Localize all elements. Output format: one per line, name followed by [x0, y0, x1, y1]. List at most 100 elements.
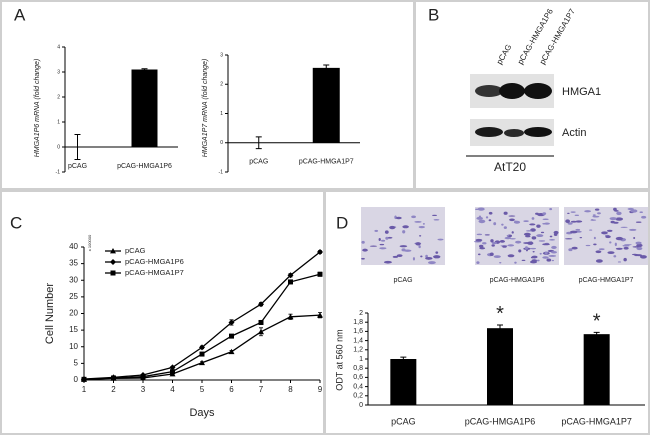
- cell-speck: [504, 236, 512, 240]
- cell-speck: [614, 210, 619, 212]
- x-axis-label: Days: [189, 407, 215, 419]
- cell-speck: [548, 255, 557, 257]
- error-bar: [593, 331, 600, 337]
- y-tick-label: 1: [359, 356, 363, 363]
- cell-speck: [585, 244, 591, 247]
- bar: [583, 334, 610, 405]
- cell-speck: [523, 232, 531, 236]
- x-tick-label: pCAG-HMGA1P7: [299, 159, 354, 166]
- x-tick-label: pCAG-HMGA1P6: [465, 416, 536, 426]
- marker: [228, 319, 235, 326]
- cell-speck: [539, 252, 542, 255]
- cell-speck: [478, 215, 482, 218]
- micrograph: [361, 207, 445, 265]
- panel-letter: B: [428, 5, 439, 24]
- marker: [287, 313, 294, 320]
- cell-speck: [476, 233, 483, 236]
- cell-speck: [584, 210, 592, 213]
- marker: [317, 312, 323, 318]
- cell-speck: [437, 238, 444, 241]
- cell-speck: [542, 243, 550, 246]
- y-tick-label: 5: [74, 358, 79, 367]
- legend-marker: [110, 270, 116, 276]
- cell-speck: [369, 245, 378, 247]
- cell-speck: [609, 217, 617, 221]
- cell-speck: [536, 234, 544, 238]
- cell-speck: [613, 255, 617, 258]
- cell-speck: [639, 255, 647, 259]
- cell-speck: [594, 208, 600, 211]
- cell-speck: [389, 225, 396, 230]
- marker: [140, 374, 146, 380]
- cell-speck: [477, 207, 485, 211]
- cell-speck: [499, 240, 506, 243]
- cell-speck: [493, 222, 497, 226]
- cell-speck: [571, 246, 578, 250]
- cell-speck: [420, 255, 423, 258]
- legend-label: pCAG: [125, 246, 146, 255]
- cell-speck: [595, 250, 602, 254]
- cell-speck: [549, 235, 553, 238]
- cell-speck: [524, 246, 528, 250]
- cell-speck: [415, 242, 421, 246]
- x-tick-label: 2: [111, 385, 116, 394]
- marker: [258, 319, 264, 325]
- y-axis-label: Cell Number: [44, 283, 56, 344]
- cell-speck: [526, 230, 532, 232]
- y-tick-label: 0,6: [353, 374, 363, 381]
- x-tick-label: 3: [141, 385, 146, 394]
- y-tick-label: 2: [57, 94, 60, 100]
- panel-a: [2, 2, 413, 188]
- cell-speck: [598, 248, 605, 251]
- cell-speck: [479, 244, 484, 248]
- y-axis-label: HMGA1P7 mRNA (fold change): [202, 59, 209, 158]
- cell-speck: [414, 220, 422, 223]
- photo-label: pCAG: [393, 277, 412, 284]
- cell-speck: [411, 215, 416, 219]
- bar: [390, 359, 417, 405]
- cell-speck: [384, 230, 389, 234]
- cell-speck: [551, 259, 555, 262]
- cell-speck: [511, 231, 514, 234]
- y-tick-label: 0: [220, 140, 223, 146]
- cell-speck: [609, 241, 612, 244]
- cell-speck: [617, 261, 622, 263]
- cell-speck: [544, 251, 548, 255]
- cell-speck: [513, 220, 521, 224]
- cell-speck: [636, 246, 643, 251]
- marker: [169, 364, 176, 371]
- cell-speck: [605, 235, 611, 239]
- cell-speck: [425, 257, 433, 260]
- x-tick-label: 6: [229, 385, 234, 394]
- band-label: Actin: [562, 127, 586, 139]
- cell-speck: [623, 257, 627, 262]
- panel-letter: A: [14, 5, 26, 24]
- y-tick-label: 25: [69, 292, 78, 301]
- cell-speck: [565, 219, 571, 223]
- marker: [258, 328, 264, 335]
- cell-speck: [635, 221, 642, 223]
- y-tick-label: 15: [69, 325, 78, 334]
- cell-speck: [568, 248, 573, 252]
- cell-speck: [418, 225, 425, 229]
- cell-speck: [396, 254, 403, 257]
- cell-speck: [615, 247, 623, 250]
- y-tick-label: 1: [57, 119, 60, 125]
- cell-speck: [491, 241, 498, 245]
- y-tick-label: 0,8: [353, 365, 363, 372]
- cell-speck: [553, 233, 558, 236]
- legend-marker: [110, 259, 116, 265]
- blot-band: [504, 129, 524, 137]
- cell-speck: [636, 243, 643, 248]
- cell-speck: [378, 237, 381, 242]
- y-tick-label: 0: [359, 402, 363, 409]
- cell-speck: [518, 249, 522, 253]
- micrograph: [475, 207, 559, 265]
- blot-band: [499, 83, 525, 99]
- y-tick-label: 2: [359, 310, 363, 317]
- cell-speck: [616, 211, 622, 216]
- cell-speck: [546, 258, 552, 262]
- cell-speck: [476, 216, 483, 220]
- y-axis-label: HMGA1P6 mRNA (fold change): [34, 59, 41, 158]
- cell-speck: [475, 238, 483, 242]
